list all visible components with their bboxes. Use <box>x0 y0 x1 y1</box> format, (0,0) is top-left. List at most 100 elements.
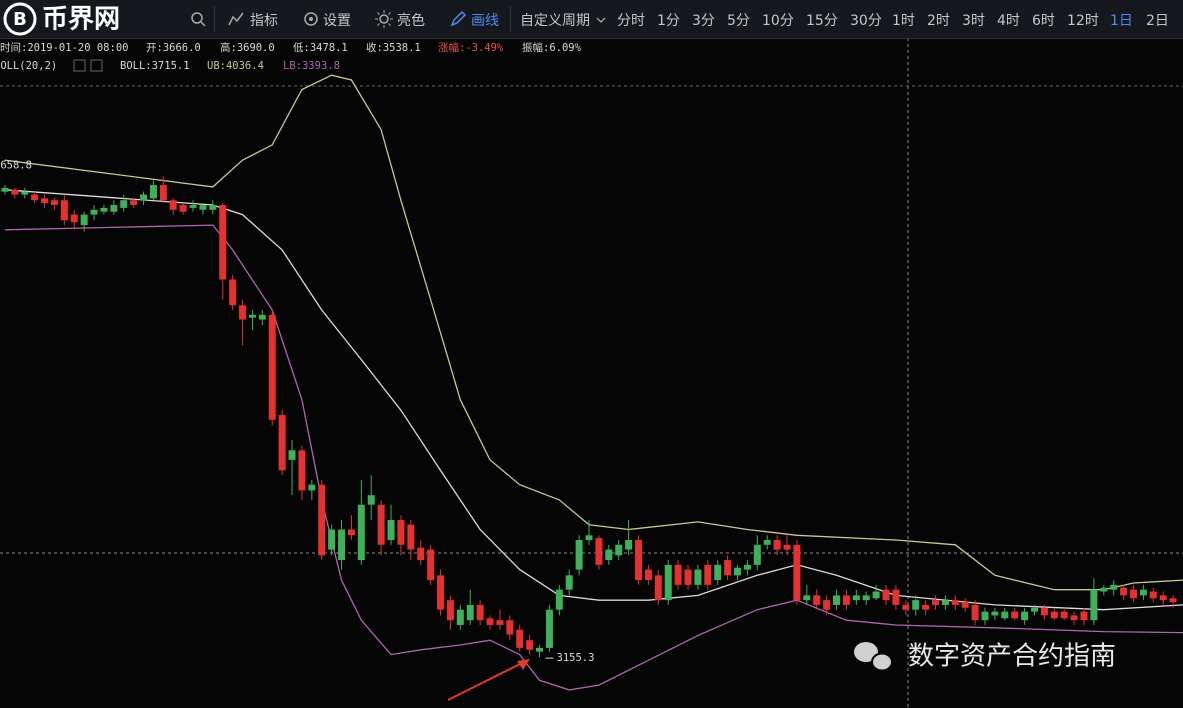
candle-body <box>1090 589 1098 621</box>
toolbar-item[interactable]: 画线 <box>471 13 499 29</box>
candle-body <box>664 564 672 601</box>
candle-body <box>1080 611 1088 621</box>
candle-body <box>466 604 474 621</box>
candle-body <box>1149 591 1157 599</box>
period-button[interactable]: 12时 <box>1067 13 1099 29</box>
candle-body <box>298 450 306 491</box>
annotation-arrow <box>447 661 525 701</box>
candle-body <box>763 540 771 545</box>
period-button[interactable]: 6时 <box>1032 13 1055 29</box>
candle-body <box>961 602 969 608</box>
separator <box>214 6 215 32</box>
candle-body <box>169 200 177 210</box>
toolbar-item[interactable]: 指标 <box>250 13 278 29</box>
candle-body <box>922 604 930 610</box>
period-button[interactable]: 30分 <box>850 13 882 29</box>
candle-body <box>209 205 217 210</box>
candle-body <box>1070 615 1078 621</box>
candle-body <box>684 569 692 585</box>
period-button[interactable]: 1时 <box>892 13 915 29</box>
candle-body <box>100 207 108 212</box>
candle-body <box>674 564 682 585</box>
max-label: 3658.8 <box>0 160 32 172</box>
custom-period[interactable]: 自定义周期 <box>520 13 590 29</box>
candle-body <box>536 647 544 652</box>
candle-body <box>179 205 187 212</box>
candle-body <box>367 495 375 505</box>
candle-body <box>486 618 494 625</box>
candle-body <box>1040 607 1048 616</box>
candle-body <box>446 600 454 621</box>
candle-body <box>476 604 484 621</box>
indicator-name: BOLL(20,2) <box>0 60 57 72</box>
candle-body <box>902 604 910 610</box>
candle-body <box>377 504 385 545</box>
period-button[interactable]: 1日 <box>1110 13 1133 29</box>
candle-body <box>427 549 435 581</box>
period-button[interactable]: 4时 <box>997 13 1020 29</box>
candle-body <box>1050 611 1058 619</box>
indicator-icon <box>228 12 244 26</box>
period-button[interactable]: 1分 <box>657 13 680 29</box>
info-change: 涨幅:-3.49% <box>438 41 504 54</box>
info-low: 低:3478.1 <box>293 41 348 54</box>
candle-body <box>189 205 197 208</box>
candle-body <box>397 519 405 545</box>
indicator-setting[interactable] <box>73 59 86 72</box>
toolbar-item[interactable]: 亮色 <box>397 13 425 29</box>
candle-body <box>971 604 979 621</box>
candle-body <box>357 504 365 561</box>
candle-body <box>852 595 860 601</box>
candle-body <box>951 600 959 605</box>
boll-band <box>4 224 1183 691</box>
candle-body <box>60 200 68 221</box>
candle-body <box>892 589 900 605</box>
period-button[interactable]: 3时 <box>962 13 985 29</box>
candle-body <box>654 575 662 601</box>
candle-body <box>248 314 256 318</box>
info-amplitude: 振幅:6.09% <box>522 41 582 54</box>
candle-body <box>714 564 722 581</box>
candle-body <box>1001 611 1009 619</box>
candle-body <box>783 544 791 550</box>
indicator-ub: UB:4036.4 <box>207 60 264 72</box>
candle-body <box>743 564 751 570</box>
indicator-close[interactable] <box>90 59 103 72</box>
separator <box>510 6 511 32</box>
period-button[interactable]: 15分 <box>806 13 838 29</box>
candle-body <box>565 575 573 590</box>
period-button[interactable]: 3分 <box>692 13 715 29</box>
candle-body <box>575 540 583 570</box>
candle-body <box>417 547 425 561</box>
candle-body <box>278 414 286 471</box>
toolbar: B 币界网 指标 设置 亮色 画线 自定义周期 分时 1分 3分 5分 10分 15分 30… <box>0 0 1183 39</box>
indicator-lb: LB:3393.8 <box>283 60 340 72</box>
candle-body <box>308 484 316 491</box>
logo-mark: B <box>13 9 27 30</box>
period-button[interactable]: 5分 <box>727 13 750 29</box>
candle-body <box>80 214 88 226</box>
candle-body <box>932 600 940 605</box>
candle-body <box>318 484 326 556</box>
candle-body <box>734 567 742 576</box>
candle-body <box>130 200 138 206</box>
candle-body <box>1120 587 1128 596</box>
period-button[interactable]: 10分 <box>762 13 794 29</box>
candle-body <box>140 194 148 201</box>
candle-body <box>882 589 890 601</box>
logo: B 币界网 <box>3 2 120 36</box>
watermark-text: 数字资产合约指南 <box>908 642 1116 672</box>
period-button[interactable]: 2日 <box>1146 13 1169 29</box>
toolbar-item[interactable]: 设置 <box>323 13 351 29</box>
info-close: 收:3538.1 <box>366 41 421 54</box>
info-row: 时间:2019-01-20 08:00 开:3666.0 高:3690.0 低:… <box>0 41 582 72</box>
search-icon[interactable] <box>190 11 206 27</box>
candle-body <box>219 205 227 280</box>
period-button[interactable]: 2时 <box>927 13 950 29</box>
candle-body <box>347 529 355 536</box>
period-button[interactable]: 分时 <box>617 13 645 29</box>
candle-body <box>90 209 98 215</box>
candle-body <box>793 544 801 601</box>
candle-body <box>912 600 920 610</box>
